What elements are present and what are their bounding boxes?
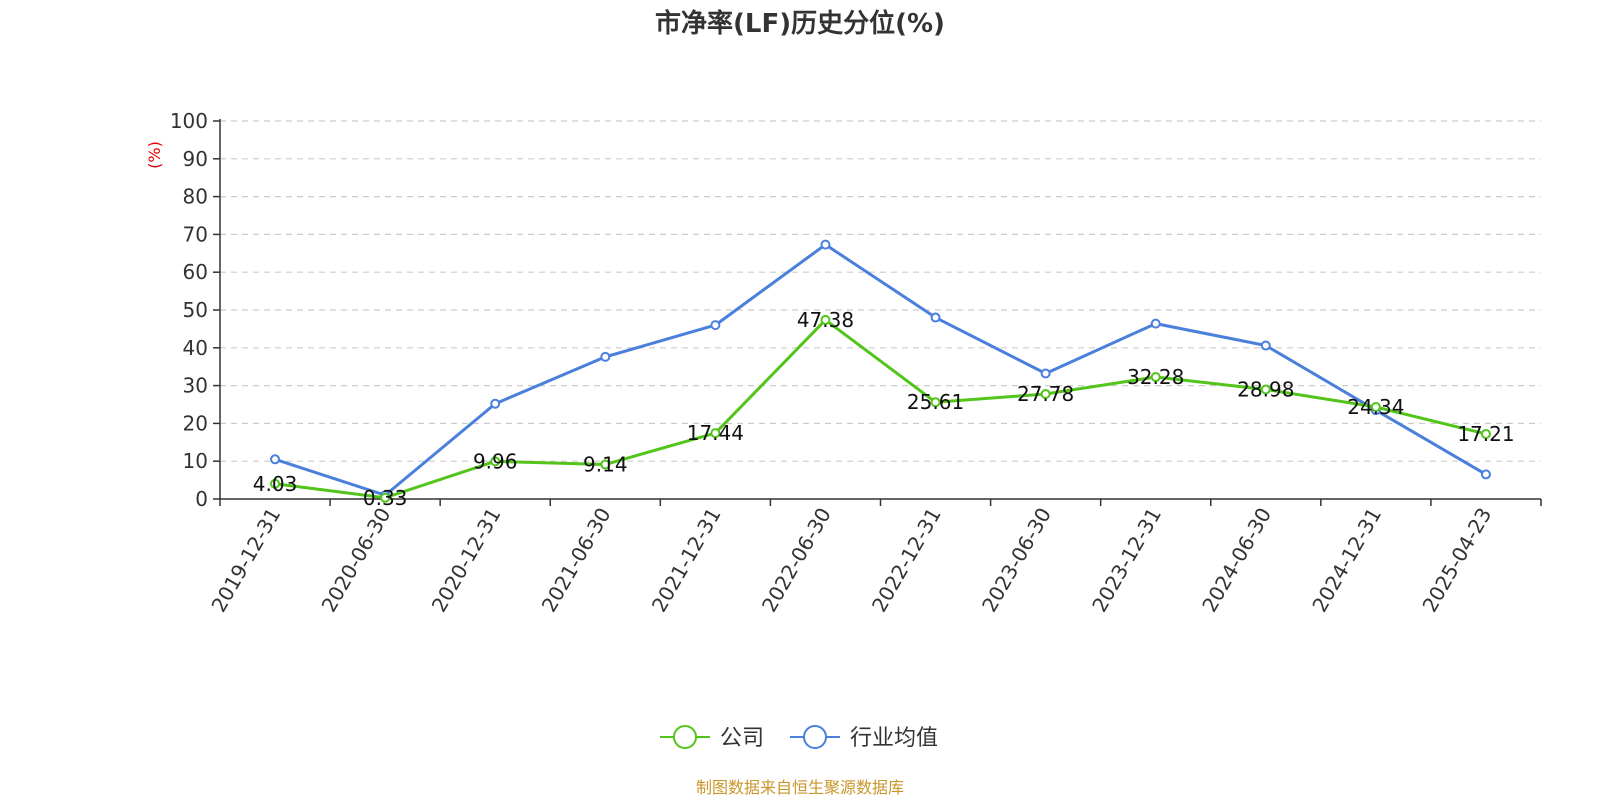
legend-marker[interactable] xyxy=(803,725,827,749)
series-1-point[interactable] xyxy=(1150,318,1161,329)
series-1-point[interactable] xyxy=(270,454,281,465)
series-0-point[interactable] xyxy=(1040,388,1051,399)
x-tick-label: 2024-12-31 xyxy=(1307,504,1386,617)
series-0-point[interactable] xyxy=(820,314,831,325)
y-tick-label: 0 xyxy=(195,487,208,511)
y-tick-label: 60 xyxy=(183,260,208,284)
series-1-point[interactable] xyxy=(1260,340,1271,351)
data-label: 0.33 xyxy=(363,486,408,510)
series-0-point[interactable] xyxy=(1150,371,1161,382)
data-labels: 4.03 0.33 9.96 9.14 17.44 47.38 25.61 27.78 32.2… xyxy=(253,308,1515,510)
x-tick-label: 2023-12-31 xyxy=(1087,504,1166,617)
series-1-point[interactable] xyxy=(1040,368,1051,379)
series-0-point[interactable] xyxy=(270,478,281,489)
series-line-1 xyxy=(274,243,1487,497)
grid-lines xyxy=(220,120,1541,462)
x-tick-label: 2022-12-31 xyxy=(867,504,946,617)
series-1-point[interactable] xyxy=(490,398,501,409)
legend-label[interactable]: 行业均值 xyxy=(850,726,938,751)
chart-title: 市净率(LF)历史分位(%) xyxy=(655,8,945,39)
series-0-point[interactable] xyxy=(380,492,391,503)
series-0-point[interactable] xyxy=(1480,428,1491,439)
series-0-point[interactable] xyxy=(490,456,501,467)
data-label: 17.44 xyxy=(687,421,744,445)
legend-label[interactable]: 公司 xyxy=(720,726,764,751)
y-tick-label: 50 xyxy=(183,298,208,322)
y-tick-label: 80 xyxy=(183,185,208,209)
x-tick-label: 2021-06-30 xyxy=(537,504,616,617)
series-0-point[interactable] xyxy=(710,428,721,439)
y-tick-label: 20 xyxy=(183,411,208,435)
data-label: 24.34 xyxy=(1347,395,1404,419)
y-tick-label: 90 xyxy=(183,147,208,171)
series-layer xyxy=(270,239,1491,503)
y-tick-label: 100 xyxy=(170,109,208,133)
x-tick-label: 2020-12-31 xyxy=(427,504,506,617)
data-label: 27.78 xyxy=(1017,382,1074,406)
series-0-point[interactable] xyxy=(930,397,941,408)
series-1-point[interactable] xyxy=(930,312,941,323)
legend: 公司 行业均值 xyxy=(660,725,938,751)
series-1-point[interactable] xyxy=(600,351,611,362)
series-0-point[interactable] xyxy=(1260,384,1271,395)
y-tick-label: 70 xyxy=(183,222,208,246)
data-label: 9.14 xyxy=(583,452,628,476)
y-tick-label: 10 xyxy=(183,449,208,473)
series-1-point[interactable] xyxy=(820,239,831,250)
series-1-point[interactable] xyxy=(1480,469,1491,480)
data-label: 9.96 xyxy=(473,449,518,473)
data-label: 17.21 xyxy=(1457,422,1514,446)
series-line-0 xyxy=(274,318,1487,500)
axes: 0 10 20 30 40 50 60 70 80 90 100 2019-12-31 2020-06-… xyxy=(170,109,1542,617)
x-tick-label: 2020-06-30 xyxy=(317,504,396,617)
x-tick-label: 2019-12-31 xyxy=(206,504,285,617)
x-tick-label: 2024-06-30 xyxy=(1197,504,1276,617)
y-tick-label: 40 xyxy=(183,336,208,360)
x-tick-label: 2025-04-23 xyxy=(1417,504,1496,617)
series-0-point[interactable] xyxy=(1370,401,1381,412)
y-axis-label: (%) xyxy=(145,141,164,169)
series-1-point[interactable] xyxy=(710,320,721,331)
data-label: 28.98 xyxy=(1237,377,1294,401)
x-tick-label: 2023-06-30 xyxy=(977,504,1056,617)
data-label: 47.38 xyxy=(797,308,854,332)
x-tick-label: 2022-06-30 xyxy=(757,504,836,617)
y-tick-label: 30 xyxy=(183,374,208,398)
series-0-point[interactable] xyxy=(600,459,611,470)
source-note: 制图数据来自恒生聚源数据库 xyxy=(696,778,904,797)
data-label: 25.61 xyxy=(907,390,964,414)
legend-marker[interactable] xyxy=(673,725,697,749)
x-tick-label: 2021-12-31 xyxy=(647,504,726,617)
data-label: 4.03 xyxy=(253,472,298,496)
data-label: 32.28 xyxy=(1127,365,1184,389)
